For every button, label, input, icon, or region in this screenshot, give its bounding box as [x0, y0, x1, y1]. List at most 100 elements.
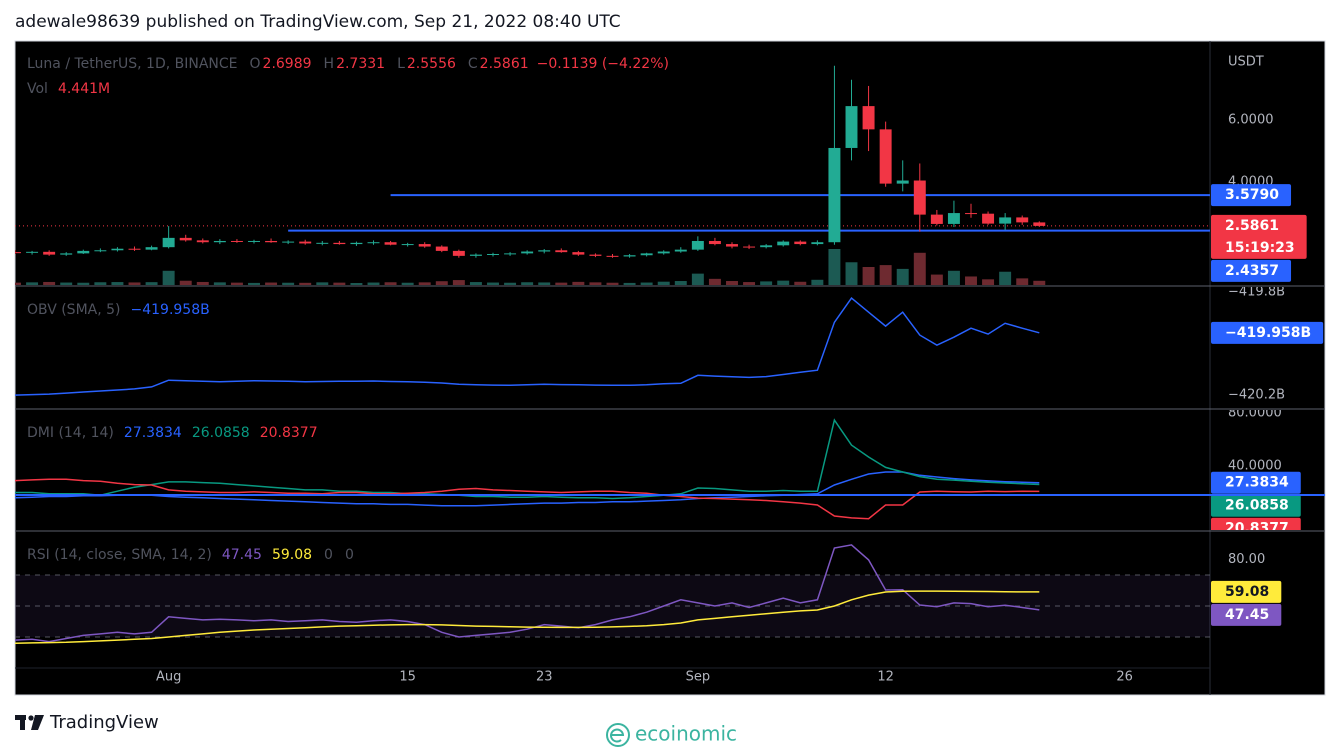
band-fill [15, 574, 1210, 637]
price-label: 47.45 [1225, 607, 1269, 623]
volume-bar [708, 278, 721, 285]
candle-body [777, 241, 790, 246]
volume-bar [60, 282, 73, 285]
volume-bar [384, 282, 397, 285]
volume-bar [879, 265, 892, 285]
price-pane [15, 65, 1210, 285]
candle-body [162, 237, 175, 248]
candle-body [350, 242, 363, 245]
volume-bar [94, 282, 107, 285]
legend-value: 2.5861 [480, 56, 529, 72]
candle-body [1016, 217, 1029, 223]
volume-bar [828, 249, 841, 285]
legend-value: −419.958B [131, 302, 210, 318]
legend-value: 26.0858 [192, 425, 250, 441]
volume-bar [572, 281, 585, 285]
price-axis: 6.00004.0000USDT3.57902.586115:19:232.43… [1211, 55, 1307, 282]
candle-body [418, 244, 431, 247]
legend-letter: C [468, 56, 478, 72]
volume-bar [1033, 280, 1046, 285]
volume-bar [196, 281, 209, 285]
logo-dot [28, 715, 34, 721]
volume-bar [623, 282, 636, 285]
volume-bar [862, 267, 875, 285]
candle-body [930, 214, 943, 224]
y-tick-label: 80.0000 [1228, 406, 1282, 421]
x-tick-label: 12 [877, 670, 894, 685]
volume-bar [845, 262, 858, 285]
candle-body [896, 180, 909, 184]
candle-body [828, 147, 841, 243]
candle-body [726, 244, 738, 247]
indicator-line [15, 471, 1040, 507]
price-label-box [1211, 603, 1282, 626]
volume-bar [299, 282, 312, 285]
candle-body [521, 251, 534, 254]
indicator-line [15, 590, 1040, 644]
volume-bar [179, 280, 192, 285]
volume-bar [452, 280, 465, 285]
indicator-line [15, 544, 1040, 643]
volume-bar [248, 282, 260, 285]
candle-body [15, 252, 21, 254]
price-label: 26.0858 [1225, 498, 1289, 514]
volume-bar [982, 279, 995, 285]
volume-bar [230, 282, 243, 285]
volume-bar [265, 282, 278, 285]
candle-body [811, 242, 824, 245]
volume-bar [418, 282, 431, 285]
volume-bar [726, 281, 738, 285]
volume-bar [77, 282, 90, 285]
volume-bar [760, 281, 773, 285]
volume-bar [1016, 278, 1029, 285]
volume-bar [674, 281, 687, 285]
y-tick-label: −419.8B [1228, 285, 1285, 300]
candle-body [282, 241, 295, 243]
volume-bar [589, 282, 602, 285]
legends: Luna / TetherUS, 1D, BINANCE O 2.6989 H 2.73… [27, 56, 669, 563]
candle-body [248, 240, 260, 242]
price-label: 2.4357 [1225, 263, 1279, 279]
candle-body [794, 241, 807, 245]
legend-value: 27.3834 [124, 425, 182, 441]
candle-body [760, 245, 773, 248]
volume-bar [487, 282, 499, 285]
volume-bar [691, 273, 704, 285]
candle-body [589, 254, 602, 256]
candle-body [708, 240, 721, 245]
candle-body [674, 249, 687, 252]
watermark-icon [606, 723, 630, 747]
candle-body [316, 242, 329, 244]
price-label-box [1211, 471, 1301, 494]
volume-bar [350, 283, 363, 285]
volume-bar [930, 274, 943, 285]
candle-body [77, 250, 90, 254]
volume-bar [896, 268, 909, 285]
candle-body [623, 255, 636, 257]
candle-body [555, 250, 568, 253]
volume-bar [435, 281, 448, 285]
candle-body [657, 251, 670, 254]
indicator-line [15, 297, 1040, 396]
candle-body [367, 242, 380, 244]
volume-bar [282, 282, 295, 285]
x-tick-label: 15 [399, 670, 416, 685]
price-label-box [1211, 321, 1324, 344]
volume-bar [333, 282, 346, 285]
volume-bar [15, 282, 21, 285]
legend-title: Luna / TetherUS, 1D, BINANCE [27, 56, 238, 72]
candle-body [230, 240, 243, 242]
volume-bar [913, 252, 926, 285]
candle-body [213, 240, 226, 243]
legend: Luna / TetherUS, 1D, BINANCE O 2.6989 H 2.73… [27, 56, 669, 72]
axis-unit: USDT [1228, 55, 1264, 70]
y-tick-label: 80.00 [1228, 552, 1265, 567]
candle-body [60, 253, 73, 255]
candle-body [179, 237, 192, 241]
legend-value: 2.6989 [263, 56, 312, 72]
price-label: 59.08 [1225, 584, 1269, 600]
legend: DMI (14, 14) 27.3834 26.0858 20.8377 [27, 425, 318, 441]
x-tick-label: Sep [686, 670, 711, 685]
legend-extra: 0 [345, 547, 354, 563]
